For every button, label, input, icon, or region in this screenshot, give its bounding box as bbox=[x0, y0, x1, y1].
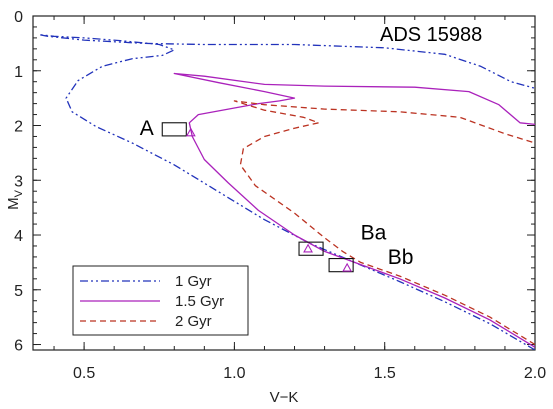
x-tick-label: 0.5 bbox=[73, 365, 95, 382]
legend-label-3: 2 Gyr bbox=[175, 313, 212, 330]
plot-frame bbox=[32, 15, 536, 351]
y-tick-label: 5 bbox=[14, 283, 23, 300]
annotation-bb: Bb bbox=[388, 246, 414, 269]
series-line-2 bbox=[173, 72, 535, 348]
triangle-marker bbox=[342, 262, 353, 272]
legend: 1 Gyr 1.5 Gyr 2 Gyr bbox=[72, 265, 249, 336]
y-axis-label-main: M bbox=[5, 197, 22, 210]
triangle-marker bbox=[185, 127, 196, 137]
x-tick-label: 2.0 bbox=[524, 365, 546, 382]
annotation-ba: Ba bbox=[361, 221, 387, 244]
y-tick-label: 6 bbox=[14, 338, 23, 355]
y-axis-label-sub: V bbox=[13, 189, 25, 197]
legend-label-2: 1.5 Gyr bbox=[175, 293, 224, 310]
svg-text:MV: MV bbox=[5, 189, 25, 210]
error-box bbox=[161, 122, 187, 137]
x-tick-label: 1.0 bbox=[223, 365, 245, 382]
y-axis-label: MV bbox=[5, 189, 25, 210]
y-tick-label: 2 bbox=[14, 119, 23, 136]
annotation-a: A bbox=[140, 117, 154, 140]
chart-title: ADS 15988 bbox=[380, 24, 482, 46]
y-tick-label: 3 bbox=[14, 173, 23, 190]
y-tick-label: 0 bbox=[14, 9, 23, 26]
y-tick-label: 1 bbox=[14, 64, 23, 81]
error-box bbox=[328, 258, 354, 273]
series-line-3 bbox=[233, 100, 535, 346]
x-tick-label: 1.5 bbox=[374, 365, 396, 382]
legend-label-1: 1 Gyr bbox=[175, 273, 212, 290]
y-tick-label: 4 bbox=[14, 228, 23, 245]
x-axis-label: V−K bbox=[270, 389, 299, 406]
error-box bbox=[298, 241, 324, 256]
triangle-marker bbox=[303, 243, 313, 253]
series-line-1 bbox=[38, 33, 535, 350]
